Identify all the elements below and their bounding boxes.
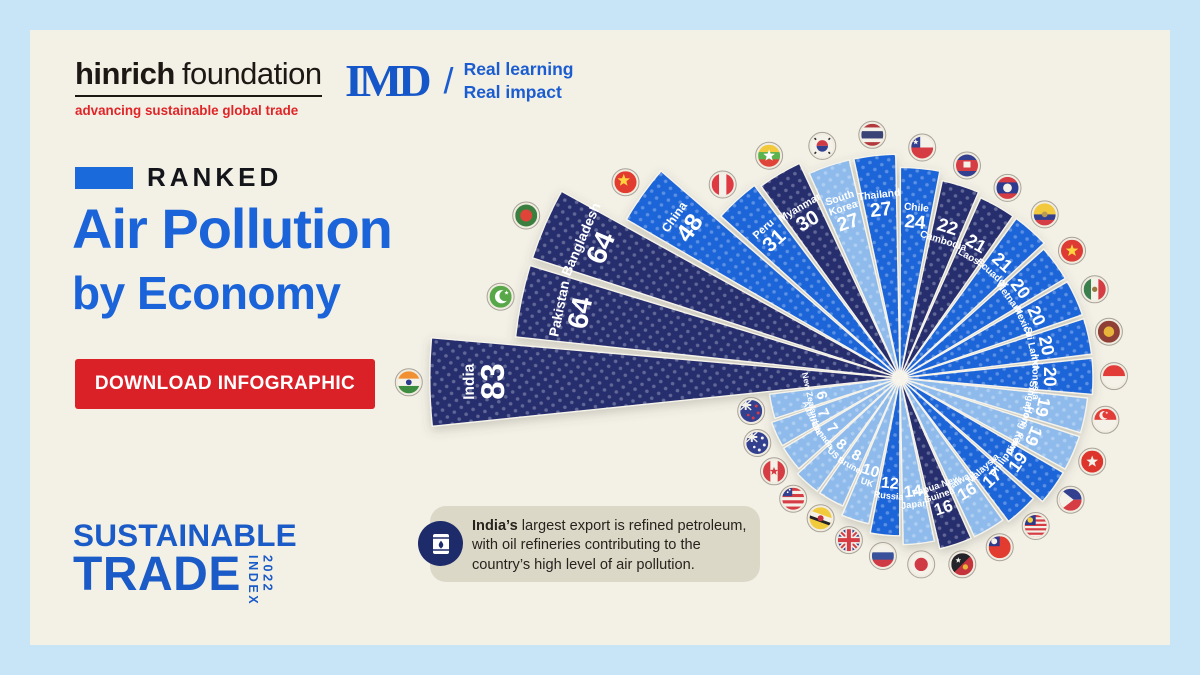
imd-logo-block: IMD / Real learning Real impact (345, 58, 573, 104)
sti-word-year: 2022 (260, 554, 275, 593)
india-note-text: India’s largest export is refined petrol… (472, 517, 750, 575)
india-note-bold: India’s (472, 518, 518, 534)
imd-tagline-line1: Real learning (463, 59, 574, 80)
download-infographic-button[interactable]: DOWNLOAD INFOGRAPHIC (75, 359, 375, 409)
sustainable-trade-index-logo: SUSTAINABLE TRADE INDEX 2022 (73, 517, 297, 606)
kicker-swatch (75, 166, 133, 189)
imd-tagline: Real learning Real impact (464, 58, 574, 104)
sti-word-index: INDEX (246, 554, 261, 606)
hinrich-foundation-logo: hinrich foundation advancing sustainable … (75, 56, 322, 118)
brand-name-light: foundation (181, 56, 322, 91)
page-title: Air Pollution (72, 197, 393, 260)
imd-tagline-line2: Real impact (463, 82, 562, 102)
india-note-body: largest export is refined petroleum, wit… (472, 518, 747, 573)
brand-tagline: advancing sustainable global trade (75, 103, 299, 118)
page-subtitle: by Economy (72, 267, 341, 319)
imd-slash: / (443, 60, 454, 101)
kicker-label: RANKED (147, 162, 283, 192)
kicker-row: RANKED (75, 162, 282, 193)
brand-wordmark: hinrich foundation (75, 56, 322, 97)
brand-name-bold: hinrich (75, 56, 175, 91)
sti-word-sustainable: SUSTAINABLE (73, 517, 297, 553)
imd-logo: IMD (345, 55, 432, 106)
sti-word-trade: TRADE (73, 547, 241, 601)
oil-barrel-icon (418, 521, 463, 566)
india-note-card: India’s largest export is refined petrol… (418, 506, 760, 582)
